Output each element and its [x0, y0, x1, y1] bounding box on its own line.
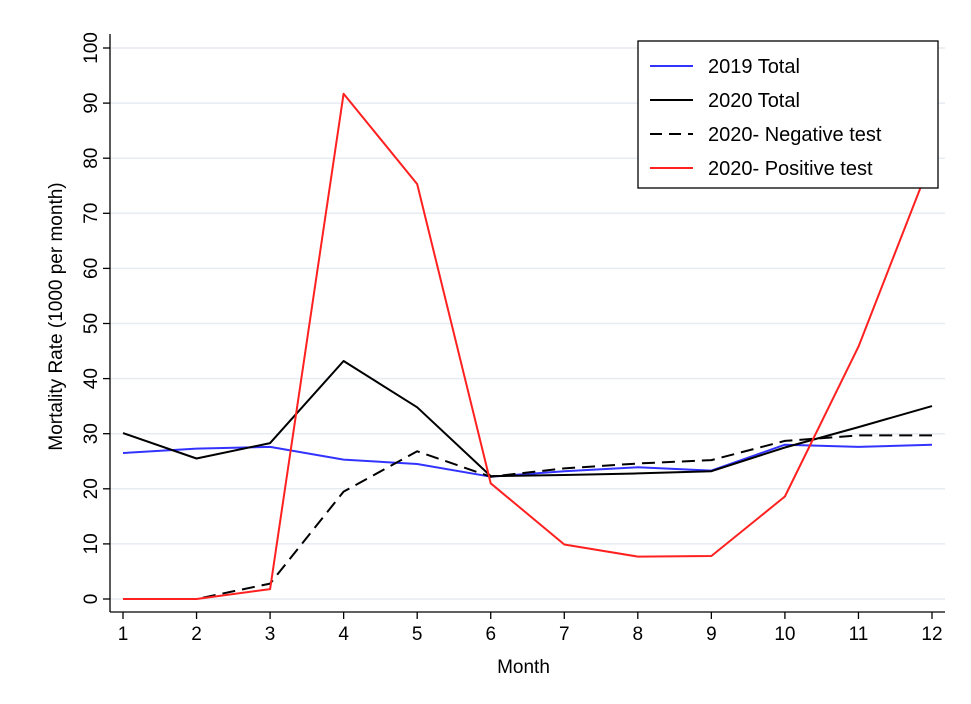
- x-tick-label: 3: [265, 624, 276, 645]
- y-tick-label: 40: [81, 368, 102, 389]
- y-tick-label: 90: [81, 93, 102, 114]
- x-tick-label: 10: [774, 624, 795, 645]
- y-tick-label: 20: [81, 478, 102, 499]
- series-line-2: [122, 360, 933, 478]
- y-tick-label: 70: [81, 203, 102, 224]
- legend-entry-label: 2020 Total: [708, 90, 800, 112]
- legend-entry-label: 2020- Positive test: [708, 158, 873, 180]
- x-tick-label: 1: [118, 624, 129, 645]
- legend: 2019 Total 2020 Total 2020- Negative test 2…: [637, 40, 939, 189]
- x-tick-label: 12: [921, 624, 942, 645]
- x-axis-title: Month: [497, 657, 550, 678]
- x-tick-label: 7: [559, 624, 570, 645]
- y-tick-label: 10: [81, 533, 102, 554]
- y-axis-title: Mortality Rate (1000 per month): [46, 182, 67, 450]
- y-tick-label: 30: [81, 423, 102, 444]
- y-tick-label: 0: [81, 594, 102, 605]
- legend-entry-label: 2019 Total: [708, 56, 800, 78]
- series-line-3: [123, 434, 932, 600]
- x-tick-label: 8: [633, 624, 644, 645]
- series-lines: [122, 92, 933, 600]
- x-tick-label: 9: [706, 624, 717, 645]
- x-tick-label: 6: [485, 624, 496, 645]
- y-tick-label: 80: [81, 148, 102, 169]
- x-tick-label: 4: [338, 624, 349, 645]
- y-tick-label: 50: [81, 313, 102, 334]
- x-tick-label: 5: [412, 624, 423, 645]
- y-tick-label: 100: [81, 32, 102, 64]
- x-tick-label: 11: [849, 624, 869, 645]
- legend-entry-label: 2020- Negative test: [708, 124, 882, 146]
- y-tick-label: 60: [81, 258, 102, 279]
- x-tick-label: 2: [191, 624, 202, 645]
- series-line-4: [123, 92, 933, 600]
